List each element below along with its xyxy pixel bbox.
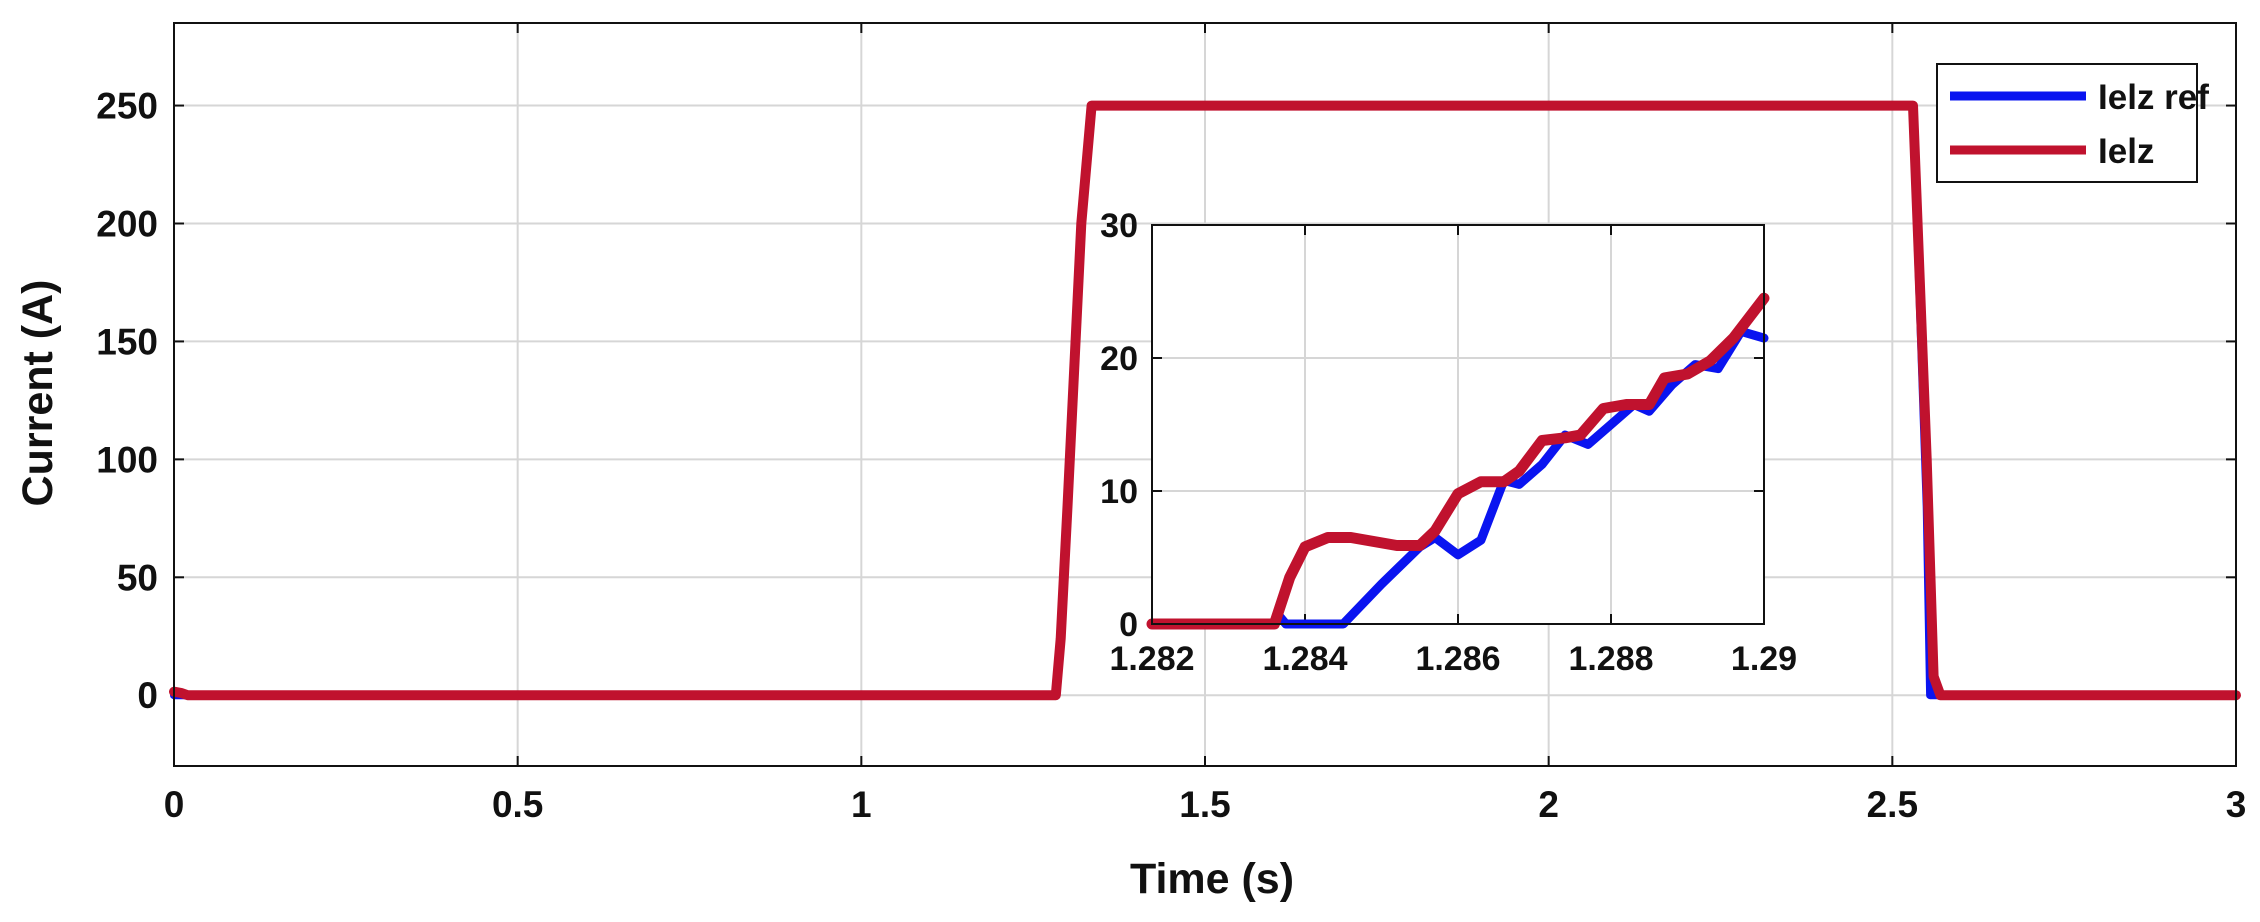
main-y-tick-label: 250 — [96, 86, 158, 127]
main-x-tick-label: 0.5 — [492, 784, 543, 825]
legend-label-ref: Ielz ref — [2098, 78, 2209, 117]
inset-y-tick-label: 0 — [1119, 606, 1138, 644]
main-series-lines — [169, 100, 2241, 701]
main-x-tick-label: 1 — [851, 784, 872, 825]
main-series-line-1 — [169, 100, 2241, 701]
legend-label-meas: Ielz — [2098, 132, 2154, 171]
inset-x-tick-label: 1.286 — [1415, 640, 1500, 678]
inset-tick-labels: 1.282 1.284 1.286 1.288 1.29 0 10 20 30 — [1100, 207, 1797, 678]
main-x-tick-label: 2.5 — [1867, 784, 1918, 825]
inset-x-tick-label: 1.284 — [1262, 640, 1347, 678]
inset-x-tick-label: 1.282 — [1109, 640, 1194, 678]
inset-series-line-1 — [1146, 292, 1770, 630]
x-axis-label: Time (s) — [1130, 855, 1294, 903]
main-y-tick-label: 50 — [117, 557, 158, 598]
inset-x-tick-label: 1.288 — [1568, 640, 1653, 678]
main-y-tick-label: 200 — [96, 203, 158, 244]
main-x-tick-label: 3 — [2226, 784, 2247, 825]
main-plot-frame — [173, 22, 2237, 767]
main-y-tick-label: 150 — [96, 321, 158, 362]
inset-y-tick-label: 30 — [1100, 207, 1138, 245]
inset-x-tick-label: 1.29 — [1731, 640, 1797, 678]
y-axis-label: Current (A) — [14, 280, 62, 507]
inset-y-tick-label: 10 — [1100, 473, 1138, 511]
main-y-tick-label: 100 — [96, 439, 158, 480]
main-x-tick-label: 2 — [1538, 784, 1559, 825]
inset-y-tick-label: 20 — [1100, 340, 1138, 378]
main-y-tick-label: 0 — [137, 675, 158, 716]
main-x-tick-label: 1.5 — [1179, 784, 1230, 825]
main-x-tick-label: 0 — [164, 784, 185, 825]
legend-box — [1936, 63, 2198, 183]
inset-zoom-chart: 1.282 1.284 1.286 1.288 1.29 0 10 20 30 — [1100, 207, 1797, 678]
inset-plot-frame — [1151, 224, 1765, 625]
legend: Ielz ref Ielz — [1936, 63, 2209, 183]
